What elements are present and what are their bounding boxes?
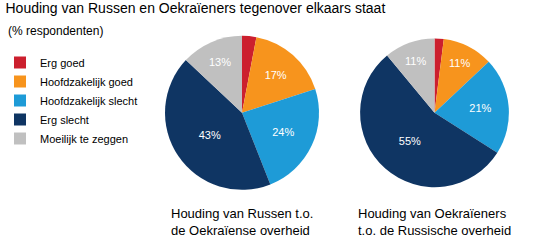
svg-text:Houding van Russen en Oekraïen: Houding van Russen en Oekraïeners tegeno… — [6, 0, 386, 16]
svg-text:17%: 17% — [265, 69, 287, 81]
svg-text:Erg goed: Erg goed — [40, 57, 85, 69]
svg-text:(% respondenten): (% respondenten) — [8, 24, 103, 38]
svg-text:Hoofdzakelijk goed: Hoofdzakelijk goed — [40, 76, 133, 88]
svg-text:43%: 43% — [199, 129, 221, 141]
svg-text:21%: 21% — [469, 102, 491, 114]
svg-text:13%: 13% — [209, 56, 231, 68]
svg-text:Hoofdzakelijk slecht: Hoofdzakelijk slecht — [40, 95, 137, 107]
svg-text:Houding van Russen t.o.de Oekr: Houding van Russen t.o.de Oekraïense ove… — [171, 206, 313, 238]
svg-text:Erg slecht: Erg slecht — [40, 114, 89, 126]
svg-text:24%: 24% — [272, 126, 294, 138]
svg-text:11%: 11% — [449, 57, 470, 69]
svg-text:Houding van Oekraïenerst.o. de: Houding van Oekraïenerst.o. de Russische… — [358, 206, 511, 238]
svg-text:55%: 55% — [399, 135, 421, 147]
svg-text:Moeilijk te zeggen: Moeilijk te zeggen — [40, 133, 128, 145]
svg-text:11%: 11% — [405, 55, 426, 67]
